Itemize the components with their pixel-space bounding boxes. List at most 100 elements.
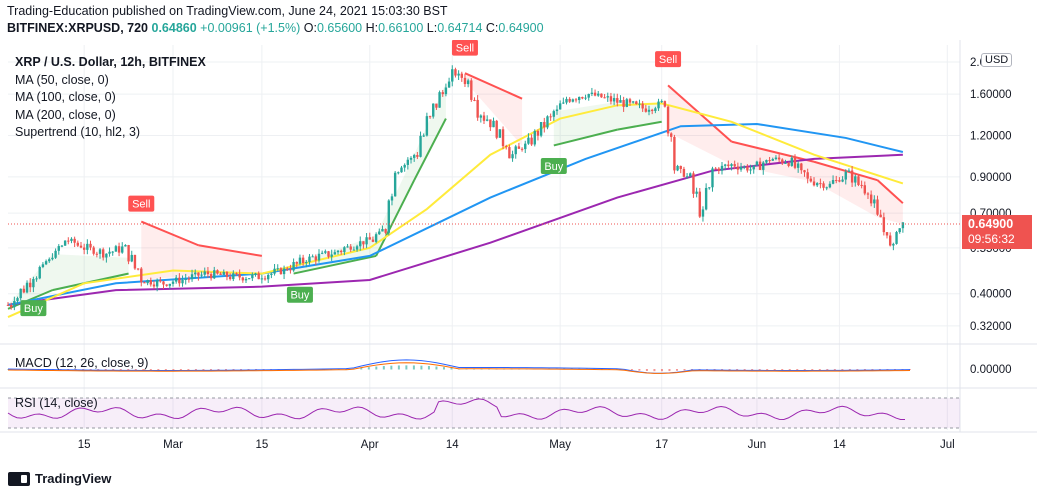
candle-body [895,232,898,244]
macd-histogram-bar [691,369,694,370]
candle-body [333,252,337,255]
candle-body [279,268,283,275]
candle-body [838,180,841,182]
candle-body [54,250,57,258]
candle-body [51,257,54,260]
candle-body [228,276,232,280]
candle-body [403,164,406,168]
candle-body [48,259,51,262]
candle-body [432,103,435,117]
candle-body [628,99,632,103]
macd-label[interactable]: MACD (12, 26, close, 9) [15,356,149,370]
candle-body [108,251,111,254]
candle-body [654,108,657,111]
candle-body [219,273,222,275]
candle-body [733,164,736,167]
candle-body [727,164,730,167]
price-chart[interactable]: 2.000001.600001.200000.900000.700000.550… [0,40,1037,470]
y-tick-label: 0.40000 [970,289,1012,301]
candle-body [73,238,76,243]
candle-body [184,278,187,280]
candle-body [679,165,682,169]
candle-body [622,100,625,107]
rsi-label[interactable]: RSI (14, close) [15,396,98,410]
candle-body [806,172,809,179]
candle-body [178,277,181,284]
supertrend-segment [876,179,904,204]
macd-histogram-bar [187,369,190,371]
candle-body [181,279,184,284]
candle-body [102,249,105,258]
candle-body [682,168,686,177]
candle-body [692,173,695,194]
candle-body [597,93,600,96]
candle-body [444,87,448,95]
macd-histogram-bar [811,369,814,371]
candle-body [365,237,368,245]
candle-body [514,146,517,155]
legend-ma50[interactable]: MA (50, close, 0) [15,72,109,87]
supertrend-segment [140,220,199,247]
candle-body [165,284,168,286]
candle-body [885,232,889,236]
candle-body [644,108,648,112]
legend-supertrend[interactable]: Supertrend (10, hl2, 3) [15,125,141,139]
candle-body [155,280,159,287]
high-label: H: [365,21,379,35]
candle-body [578,96,581,101]
candle-body [79,245,83,248]
currency-badge[interactable]: USD [981,53,1013,67]
candle-body [466,80,470,85]
candle-body [197,272,200,276]
y-tick-label: 1.20000 [970,131,1012,143]
supertrend-segment [464,72,523,100]
candle-body [869,194,873,204]
macd-histogram-bar [232,369,235,370]
macd-histogram-bar [909,369,911,370]
candle-body [44,261,48,265]
indicator-legend: XRP / U.S. Dollar, 12h, BITFINEX MA (50,… [15,54,206,142]
chart-header: Trading-Education published on TradingVi… [7,3,544,37]
candle-body [685,176,689,178]
candle-body [670,133,673,137]
candle-body [587,93,590,98]
legend-ma200[interactable]: MA (200, close, 0) [15,107,116,122]
macd-histogram-bar [367,367,370,370]
candle-body [374,234,378,242]
candle-body [771,159,774,161]
macd-histogram-bar [706,369,709,370]
tradingview-footer[interactable]: TradingView [8,471,111,486]
supertrend-segment [375,179,416,257]
y-tick-label: 1.60000 [970,89,1012,101]
candle-body [282,268,286,275]
macd-histogram-bar [788,369,791,371]
candle-body [663,101,667,107]
candle-body [743,166,746,168]
supertrend-segment [731,140,815,163]
candle-body [260,278,264,280]
candle-body [70,238,73,241]
candle-body [736,166,740,170]
candle-body [603,97,606,99]
ma50-line [7,102,904,319]
candle-body [393,172,397,197]
candle-body [454,69,457,76]
candle-body [863,185,866,194]
candle-body [187,278,191,280]
candle-body [796,163,800,168]
candle-body [673,136,676,171]
macd-histogram-bar [157,369,160,371]
supertrend-segment [413,118,447,181]
macd-histogram-bar [683,369,686,371]
candle-body [746,166,749,171]
candle-body [704,187,708,210]
candle-body [114,246,118,252]
macd-histogram-bar [382,366,385,370]
macd-histogram-bar [240,369,243,370]
candle-body [892,243,895,246]
macd-histogram-bar [420,365,423,370]
macd-histogram-bar [826,369,829,371]
candle-body [127,245,130,262]
close-label: C: [485,21,499,35]
legend-ma100[interactable]: MA (100, close, 0) [15,90,116,104]
